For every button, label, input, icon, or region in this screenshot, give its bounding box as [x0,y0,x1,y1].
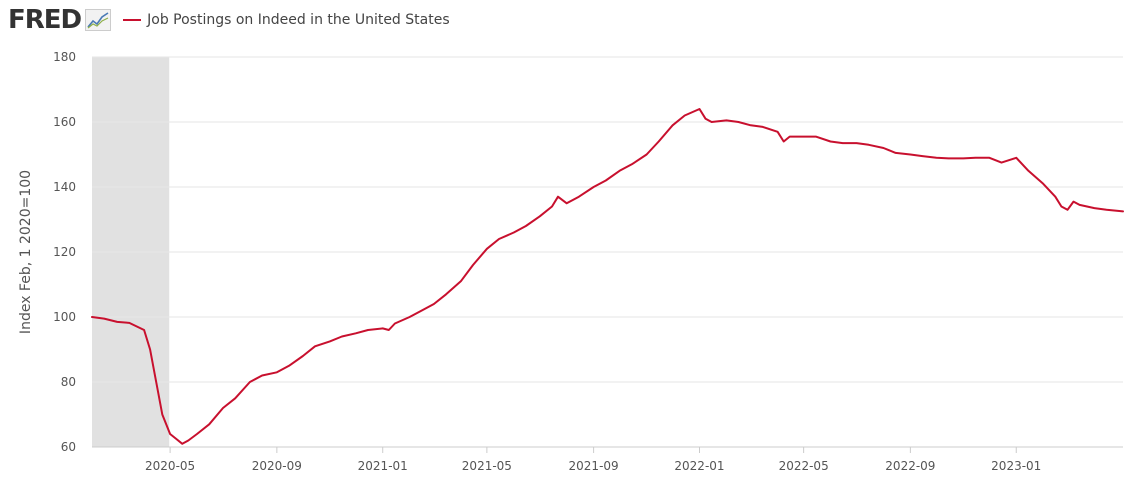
x-tick-label: 2021-05 [462,459,512,473]
legend[interactable]: Job Postings on Indeed in the United Sta… [123,12,450,28]
y-tick-label: 140 [53,180,76,194]
y-axis-label: Index Feb, 1 2020=100 [18,170,34,334]
legend-label: Job Postings on Indeed in the United Sta… [147,12,450,28]
y-tick-label: 80 [61,375,76,389]
x-tick-label: 2021-01 [358,459,408,473]
fred-logo-text: FRED [8,5,82,35]
y-tick-label: 60 [61,440,76,454]
y-tick-label: 160 [53,115,76,129]
x-tick-label: 2022-09 [885,459,935,473]
fred-logo[interactable]: FRED [8,5,112,35]
line-chart-icon [85,9,112,31]
chart-header: FRED Job Postings on Indeed in the Unite… [8,4,450,36]
y-tick-label: 100 [53,310,76,324]
x-tick-label: 2023-01 [991,459,1041,473]
y-tick-label: 180 [53,50,76,64]
y-tick-label: 120 [53,245,76,259]
series-line[interactable] [91,108,1124,445]
x-tick-label: 2022-05 [779,459,829,473]
x-tick-label: 2020-05 [145,459,195,473]
x-tick-label: 2020-09 [252,459,302,473]
x-tick-label: 2022-01 [674,459,724,473]
x-tick-label: 2021-09 [569,459,619,473]
legend-swatch [123,19,142,21]
